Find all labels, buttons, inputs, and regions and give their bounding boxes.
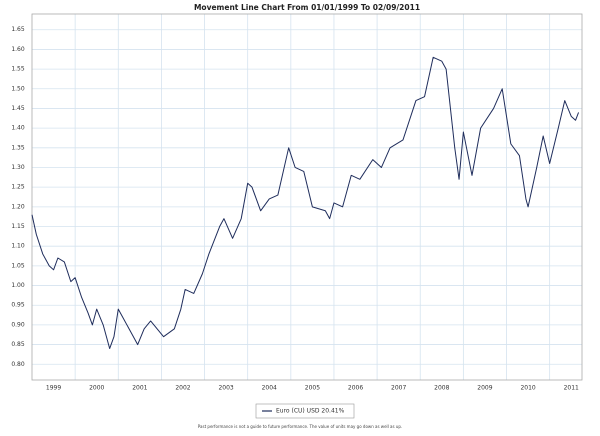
chart-title: Movement Line Chart From 01/01/1999 To 0… [194,3,420,12]
x-tick-label: 2003 [218,385,233,392]
y-tick-label: 1.25 [11,184,25,191]
x-tick-label: 2004 [262,385,277,392]
y-tick-label: 1.50 [11,85,25,92]
x-tick-label: 2008 [434,385,449,392]
y-tick-label: 1.60 [11,46,25,53]
y-tick-label: 1.10 [11,243,25,250]
x-tick-label: 2000 [89,385,104,392]
y-tick-label: 1.40 [11,125,25,132]
legend-label: Euro (CU) USD 20.41% [276,408,345,415]
x-tick-label: 2010 [520,385,535,392]
y-tick-label: 0.85 [11,341,25,348]
x-tick-label: 2006 [348,385,363,392]
y-tick-label: 1.00 [11,282,25,289]
series-line [31,56,580,350]
x-tick-label: 2002 [175,385,190,392]
y-tick-label: 1.65 [11,26,25,33]
y-tick-label: 1.15 [11,223,25,230]
y-tick-label: 0.95 [11,302,25,309]
y-tick-label: 0.90 [11,321,25,328]
x-tick-label: 2007 [391,385,406,392]
x-tick-label: 2001 [132,385,147,392]
legend-box [255,403,355,419]
x-tick-label: 2009 [477,385,492,392]
x-tick-label: 1999 [46,385,61,392]
x-tick-label: 2005 [305,385,320,392]
y-tick-label: 1.35 [11,144,25,151]
footnote: Past performance is not a guide to futur… [198,424,402,429]
y-tick-label: 1.05 [11,262,25,269]
y-tick-label: 0.80 [11,361,25,368]
plot-frame [31,13,583,381]
y-tick-label: 1.55 [11,66,25,73]
y-tick-label: 1.45 [11,105,25,112]
grid [32,14,582,380]
y-tick-label: 1.30 [11,164,25,171]
y-tick-label: 1.20 [11,203,25,210]
x-tick-label: 2011 [564,385,579,392]
